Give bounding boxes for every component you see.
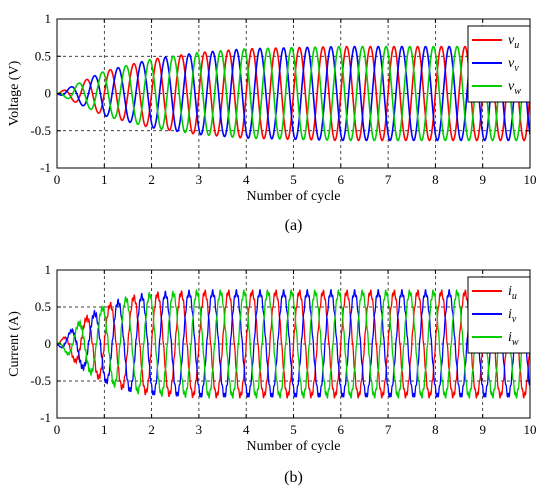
current-x-tick-label: 9 [479, 422, 486, 437]
current-chart: 0 1 2 3 4 5 6 7 8 9 10-1-0.500.51 Number of cycle … [7, 262, 537, 486]
voltage-y-tick-label: -1 [40, 160, 51, 175]
current-x-tick-label: 8 [432, 422, 439, 437]
current-y-tick-label: -1 [40, 410, 51, 425]
voltage-series [57, 45, 530, 142]
voltage-legend: vu vv vw [467, 25, 531, 103]
current-legend-entry: iu [508, 284, 517, 302]
current-series-iw [57, 288, 530, 399]
current-x-tick-label: 2 [148, 422, 155, 437]
voltage-x-tick-label: 7 [385, 172, 392, 187]
voltage-y-tick-label: 0.5 [35, 48, 51, 63]
current-x-axis-label: Number of cycle [246, 439, 340, 454]
current-y-axis-label: Current (A) [7, 311, 22, 377]
voltage-series-vv [57, 45, 530, 142]
current-legend-entry: iw [508, 330, 519, 348]
voltage-series-vw [57, 45, 530, 142]
voltage-x-tick-label: 0 [54, 172, 61, 187]
current-series [57, 288, 530, 399]
voltage-x-tick-label: 4 [243, 172, 250, 187]
voltage-legend-entry: vw [508, 79, 521, 97]
voltage-x-tick-label: 8 [432, 172, 439, 187]
voltage-x-tick-label: 10 [524, 172, 537, 187]
voltage-y-axis-label: Voltage (V) [7, 60, 22, 126]
current-y-tick-label: -0.5 [30, 373, 51, 388]
voltage-legend-entry: vv [508, 56, 519, 74]
voltage-y-tick-label: -0.5 [30, 123, 51, 138]
current-x-tick-label: 4 [243, 422, 250, 437]
current-x-tick-label: 0 [54, 422, 61, 437]
voltage-x-tick-label: 3 [196, 172, 203, 187]
current-y-tick-label: 1 [45, 262, 52, 277]
current-x-tick-label: 3 [196, 422, 203, 437]
current-x-tick-label: 7 [385, 422, 392, 437]
voltage-series-vu [57, 45, 530, 142]
current-x-tick-label: 10 [524, 422, 537, 437]
voltage-x-axis-label: Number of cycle [246, 189, 340, 204]
current-x-tick-label: 6 [338, 422, 345, 437]
current-series-iu [57, 289, 530, 399]
voltage-y-tick-label: 1 [45, 11, 52, 26]
voltage-legend-entry: vu [508, 33, 519, 51]
current-x-tick-label: 5 [290, 422, 297, 437]
voltage-x-tick-label: 5 [290, 172, 297, 187]
voltage-x-tick-label: 1 [101, 172, 108, 187]
current-panel-label: (b) [284, 469, 303, 486]
voltage-ticks: 0 1 2 3 4 5 6 7 8 9 10 -1 -0.5 0 0.5 1 [30, 11, 536, 187]
current-series-iv [57, 288, 530, 398]
current-y-tick-label: 0.5 [35, 299, 51, 314]
voltage-panel-label: (a) [285, 217, 303, 234]
voltage-x-tick-label: 9 [479, 172, 486, 187]
current-y-tick-label: 0 [45, 336, 52, 351]
voltage-y-tick-label: 0 [45, 86, 52, 101]
current-ticks: 0 1 2 3 4 5 6 7 8 9 10 -1 -0.5 0 0.5 1 [30, 262, 536, 437]
voltage-chart: 0 1 2 3 4 5 6 7 8 9 10-1-0.500.51 Number of cycle … [7, 11, 537, 234]
voltage-x-tick-label: 6 [338, 172, 345, 187]
current-legend-entry: iv [508, 307, 517, 325]
current-legend: iu iv iw [467, 276, 531, 354]
voltage-x-tick-label: 2 [148, 172, 155, 187]
current-x-tick-label: 1 [101, 422, 108, 437]
